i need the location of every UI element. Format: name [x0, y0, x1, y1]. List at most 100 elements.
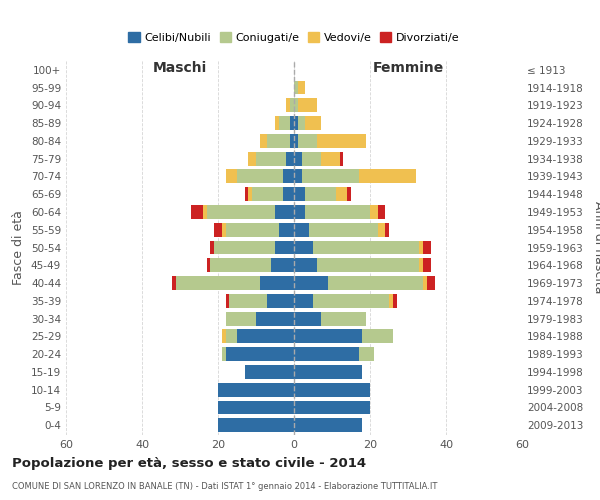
Bar: [245, 365, 294, 379]
Bar: [294, 365, 362, 379]
Bar: [294, 258, 317, 272]
Bar: [427, 276, 434, 290]
Bar: [290, 98, 294, 112]
Bar: [290, 134, 294, 148]
Bar: [305, 116, 320, 130]
Bar: [370, 205, 377, 219]
Bar: [237, 330, 294, 344]
Bar: [302, 170, 359, 183]
Text: Maschi: Maschi: [153, 61, 207, 75]
Bar: [419, 258, 423, 272]
Bar: [211, 258, 271, 272]
Bar: [275, 240, 294, 254]
Bar: [294, 312, 320, 326]
Bar: [294, 170, 302, 183]
Bar: [256, 312, 294, 326]
Bar: [290, 116, 294, 130]
Bar: [309, 223, 377, 236]
Bar: [377, 205, 385, 219]
Bar: [191, 205, 203, 219]
Bar: [222, 330, 226, 344]
Bar: [222, 347, 226, 361]
Bar: [260, 134, 268, 148]
Bar: [423, 240, 431, 254]
Bar: [423, 258, 431, 272]
Bar: [271, 258, 294, 272]
Bar: [279, 223, 294, 236]
Bar: [393, 294, 397, 308]
Bar: [176, 276, 260, 290]
Bar: [294, 330, 362, 344]
Bar: [336, 188, 347, 201]
Bar: [275, 116, 279, 130]
Bar: [214, 240, 275, 254]
Bar: [260, 276, 294, 290]
Bar: [294, 134, 298, 148]
Y-axis label: Fasce di età: Fasce di età: [13, 210, 25, 285]
Bar: [294, 152, 302, 166]
Bar: [294, 116, 298, 130]
Bar: [222, 223, 226, 236]
Bar: [248, 152, 256, 166]
Bar: [226, 312, 256, 326]
Text: COMUNE DI SAN LORENZO IN BANALE (TN) - Dati ISTAT 1° gennaio 2014 - Elaborazione: COMUNE DI SAN LORENZO IN BANALE (TN) - D…: [12, 482, 437, 491]
Legend: Celibi/Nubili, Coniugati/e, Vedovi/e, Divorziati/e: Celibi/Nubili, Coniugati/e, Vedovi/e, Di…: [124, 28, 464, 48]
Bar: [206, 205, 275, 219]
Bar: [229, 294, 268, 308]
Bar: [256, 152, 286, 166]
Bar: [268, 294, 294, 308]
Bar: [286, 152, 294, 166]
Bar: [286, 98, 290, 112]
Bar: [294, 240, 313, 254]
Bar: [377, 223, 385, 236]
Bar: [248, 188, 252, 201]
Bar: [283, 188, 294, 201]
Bar: [305, 205, 370, 219]
Bar: [294, 294, 313, 308]
Bar: [298, 116, 305, 130]
Text: Popolazione per età, sesso e stato civile - 2014: Popolazione per età, sesso e stato civil…: [12, 458, 366, 470]
Bar: [305, 188, 336, 201]
Bar: [385, 223, 389, 236]
Bar: [275, 205, 294, 219]
Bar: [283, 170, 294, 183]
Bar: [294, 205, 305, 219]
Bar: [252, 188, 283, 201]
Bar: [389, 294, 393, 308]
Bar: [359, 347, 374, 361]
Bar: [226, 347, 294, 361]
Bar: [328, 276, 423, 290]
Bar: [294, 188, 305, 201]
Bar: [172, 276, 176, 290]
Bar: [203, 205, 206, 219]
Bar: [206, 258, 211, 272]
Bar: [362, 330, 393, 344]
Bar: [294, 276, 328, 290]
Bar: [313, 240, 419, 254]
Bar: [320, 152, 340, 166]
Bar: [313, 294, 389, 308]
Bar: [294, 400, 370, 414]
Bar: [294, 347, 359, 361]
Bar: [302, 152, 320, 166]
Bar: [294, 223, 309, 236]
Bar: [226, 170, 237, 183]
Bar: [298, 98, 317, 112]
Bar: [423, 276, 427, 290]
Bar: [294, 98, 298, 112]
Bar: [218, 400, 294, 414]
Bar: [317, 258, 419, 272]
Bar: [237, 170, 283, 183]
Bar: [294, 382, 370, 396]
Bar: [359, 170, 416, 183]
Y-axis label: Anni di nascita: Anni di nascita: [592, 201, 600, 294]
Text: Femmine: Femmine: [373, 61, 443, 75]
Bar: [226, 294, 229, 308]
Bar: [294, 418, 362, 432]
Bar: [245, 188, 248, 201]
Bar: [218, 418, 294, 432]
Bar: [320, 312, 366, 326]
Bar: [226, 330, 237, 344]
Bar: [340, 152, 343, 166]
Bar: [268, 134, 290, 148]
